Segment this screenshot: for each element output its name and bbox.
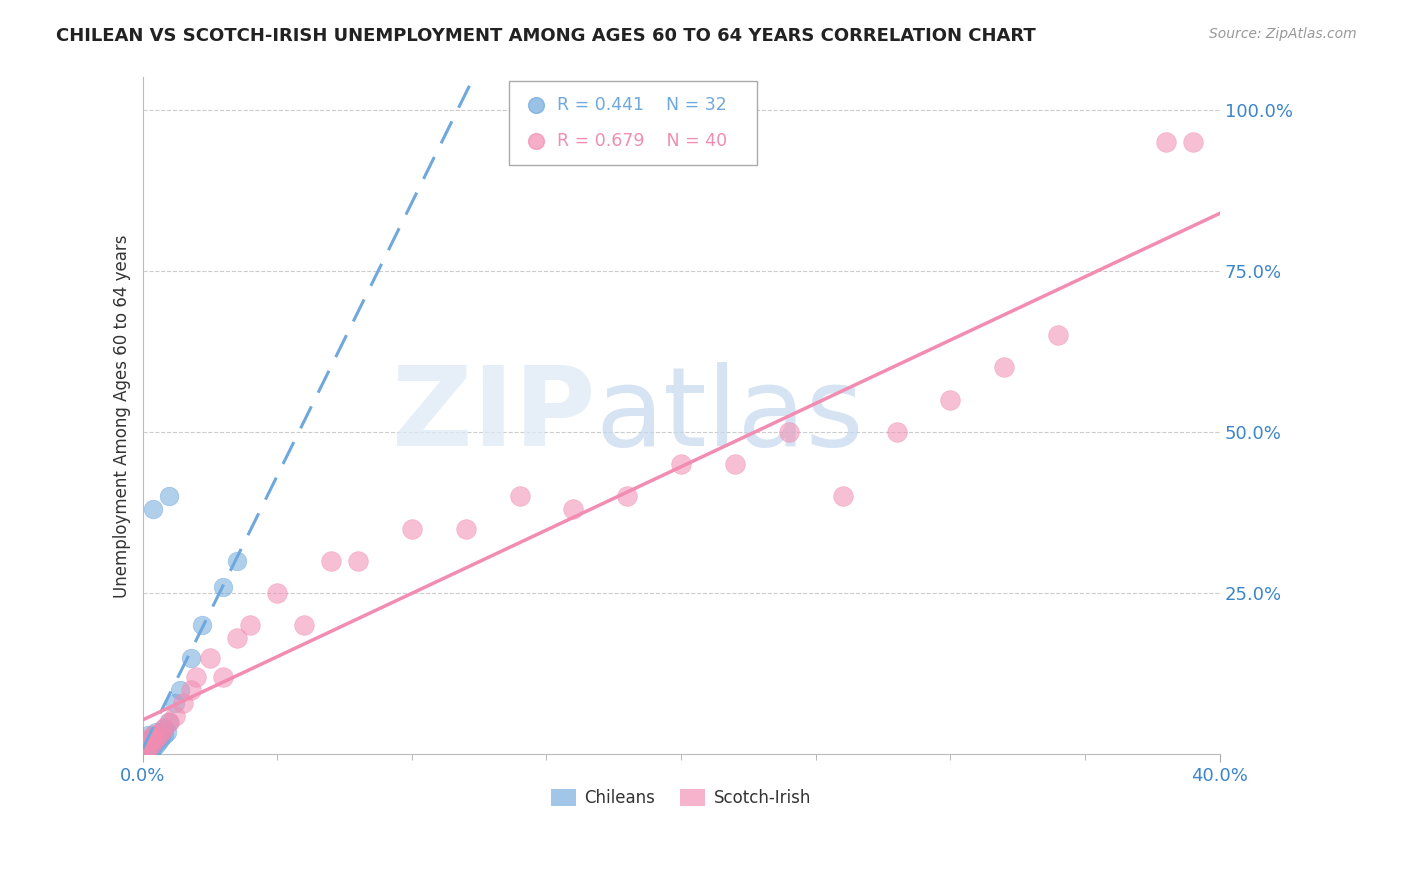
Point <box>134 734 156 748</box>
Point <box>509 489 531 503</box>
Point <box>159 489 181 503</box>
Point <box>562 502 585 516</box>
Point <box>169 682 191 697</box>
Point <box>831 489 853 503</box>
Point <box>148 728 170 742</box>
Point <box>150 724 173 739</box>
Point <box>939 392 962 407</box>
Point <box>136 740 159 755</box>
Point <box>159 714 181 729</box>
Point <box>347 554 370 568</box>
Point <box>198 650 221 665</box>
Point <box>136 744 159 758</box>
Point <box>148 734 170 748</box>
Text: Source: ZipAtlas.com: Source: ZipAtlas.com <box>1209 27 1357 41</box>
Point <box>145 738 167 752</box>
Point <box>134 740 156 755</box>
Point <box>212 580 235 594</box>
Point <box>1154 135 1177 149</box>
Text: R = 0.679    N = 40: R = 0.679 N = 40 <box>557 132 727 150</box>
Point <box>163 708 186 723</box>
Point <box>993 360 1015 375</box>
Legend: Chileans, Scotch-Irish: Chileans, Scotch-Irish <box>544 782 818 814</box>
Point <box>145 724 167 739</box>
Point <box>134 744 156 758</box>
Point <box>239 618 262 632</box>
Point <box>136 740 159 755</box>
Point <box>159 714 181 729</box>
Point <box>148 728 170 742</box>
Point <box>669 457 692 471</box>
Point <box>191 618 214 632</box>
Point <box>225 554 247 568</box>
Point <box>156 724 179 739</box>
Point <box>292 618 315 632</box>
Point <box>1114 163 1136 178</box>
Point <box>142 502 165 516</box>
Point <box>153 722 176 736</box>
Point <box>145 731 167 745</box>
FancyBboxPatch shape <box>509 81 756 165</box>
Point <box>1047 328 1070 343</box>
Point <box>153 728 176 742</box>
Point <box>616 489 638 503</box>
Text: ZIP: ZIP <box>392 362 595 469</box>
Text: CHILEAN VS SCOTCH-IRISH UNEMPLOYMENT AMONG AGES 60 TO 64 YEARS CORRELATION CHART: CHILEAN VS SCOTCH-IRISH UNEMPLOYMENT AMO… <box>56 27 1036 45</box>
Point <box>139 744 162 758</box>
Point <box>266 586 288 600</box>
Point <box>319 554 342 568</box>
Point <box>136 734 159 748</box>
Point <box>778 425 800 439</box>
Point <box>142 728 165 742</box>
Y-axis label: Unemployment Among Ages 60 to 64 years: Unemployment Among Ages 60 to 64 years <box>114 234 131 598</box>
Point <box>139 738 162 752</box>
Point <box>186 670 208 684</box>
Point <box>150 724 173 739</box>
Point <box>142 734 165 748</box>
Point <box>136 734 159 748</box>
Point <box>142 740 165 755</box>
Point <box>139 731 162 745</box>
Point <box>1114 129 1136 144</box>
Point <box>724 457 747 471</box>
Point <box>401 522 423 536</box>
Point <box>454 522 477 536</box>
Point <box>139 740 162 755</box>
Point <box>1181 135 1204 149</box>
Point <box>180 650 202 665</box>
Text: atlas: atlas <box>595 362 863 469</box>
Point <box>136 728 159 742</box>
Point <box>163 696 186 710</box>
Point <box>180 682 202 697</box>
Point <box>225 631 247 645</box>
Point <box>142 734 165 748</box>
Point <box>139 731 162 745</box>
Point <box>139 738 162 752</box>
Point <box>134 744 156 758</box>
Point <box>134 738 156 752</box>
Point <box>145 731 167 745</box>
Text: R = 0.441    N = 32: R = 0.441 N = 32 <box>557 96 727 114</box>
Point <box>886 425 908 439</box>
Point <box>172 696 194 710</box>
Point <box>153 722 176 736</box>
Point <box>150 731 173 745</box>
Point <box>212 670 235 684</box>
